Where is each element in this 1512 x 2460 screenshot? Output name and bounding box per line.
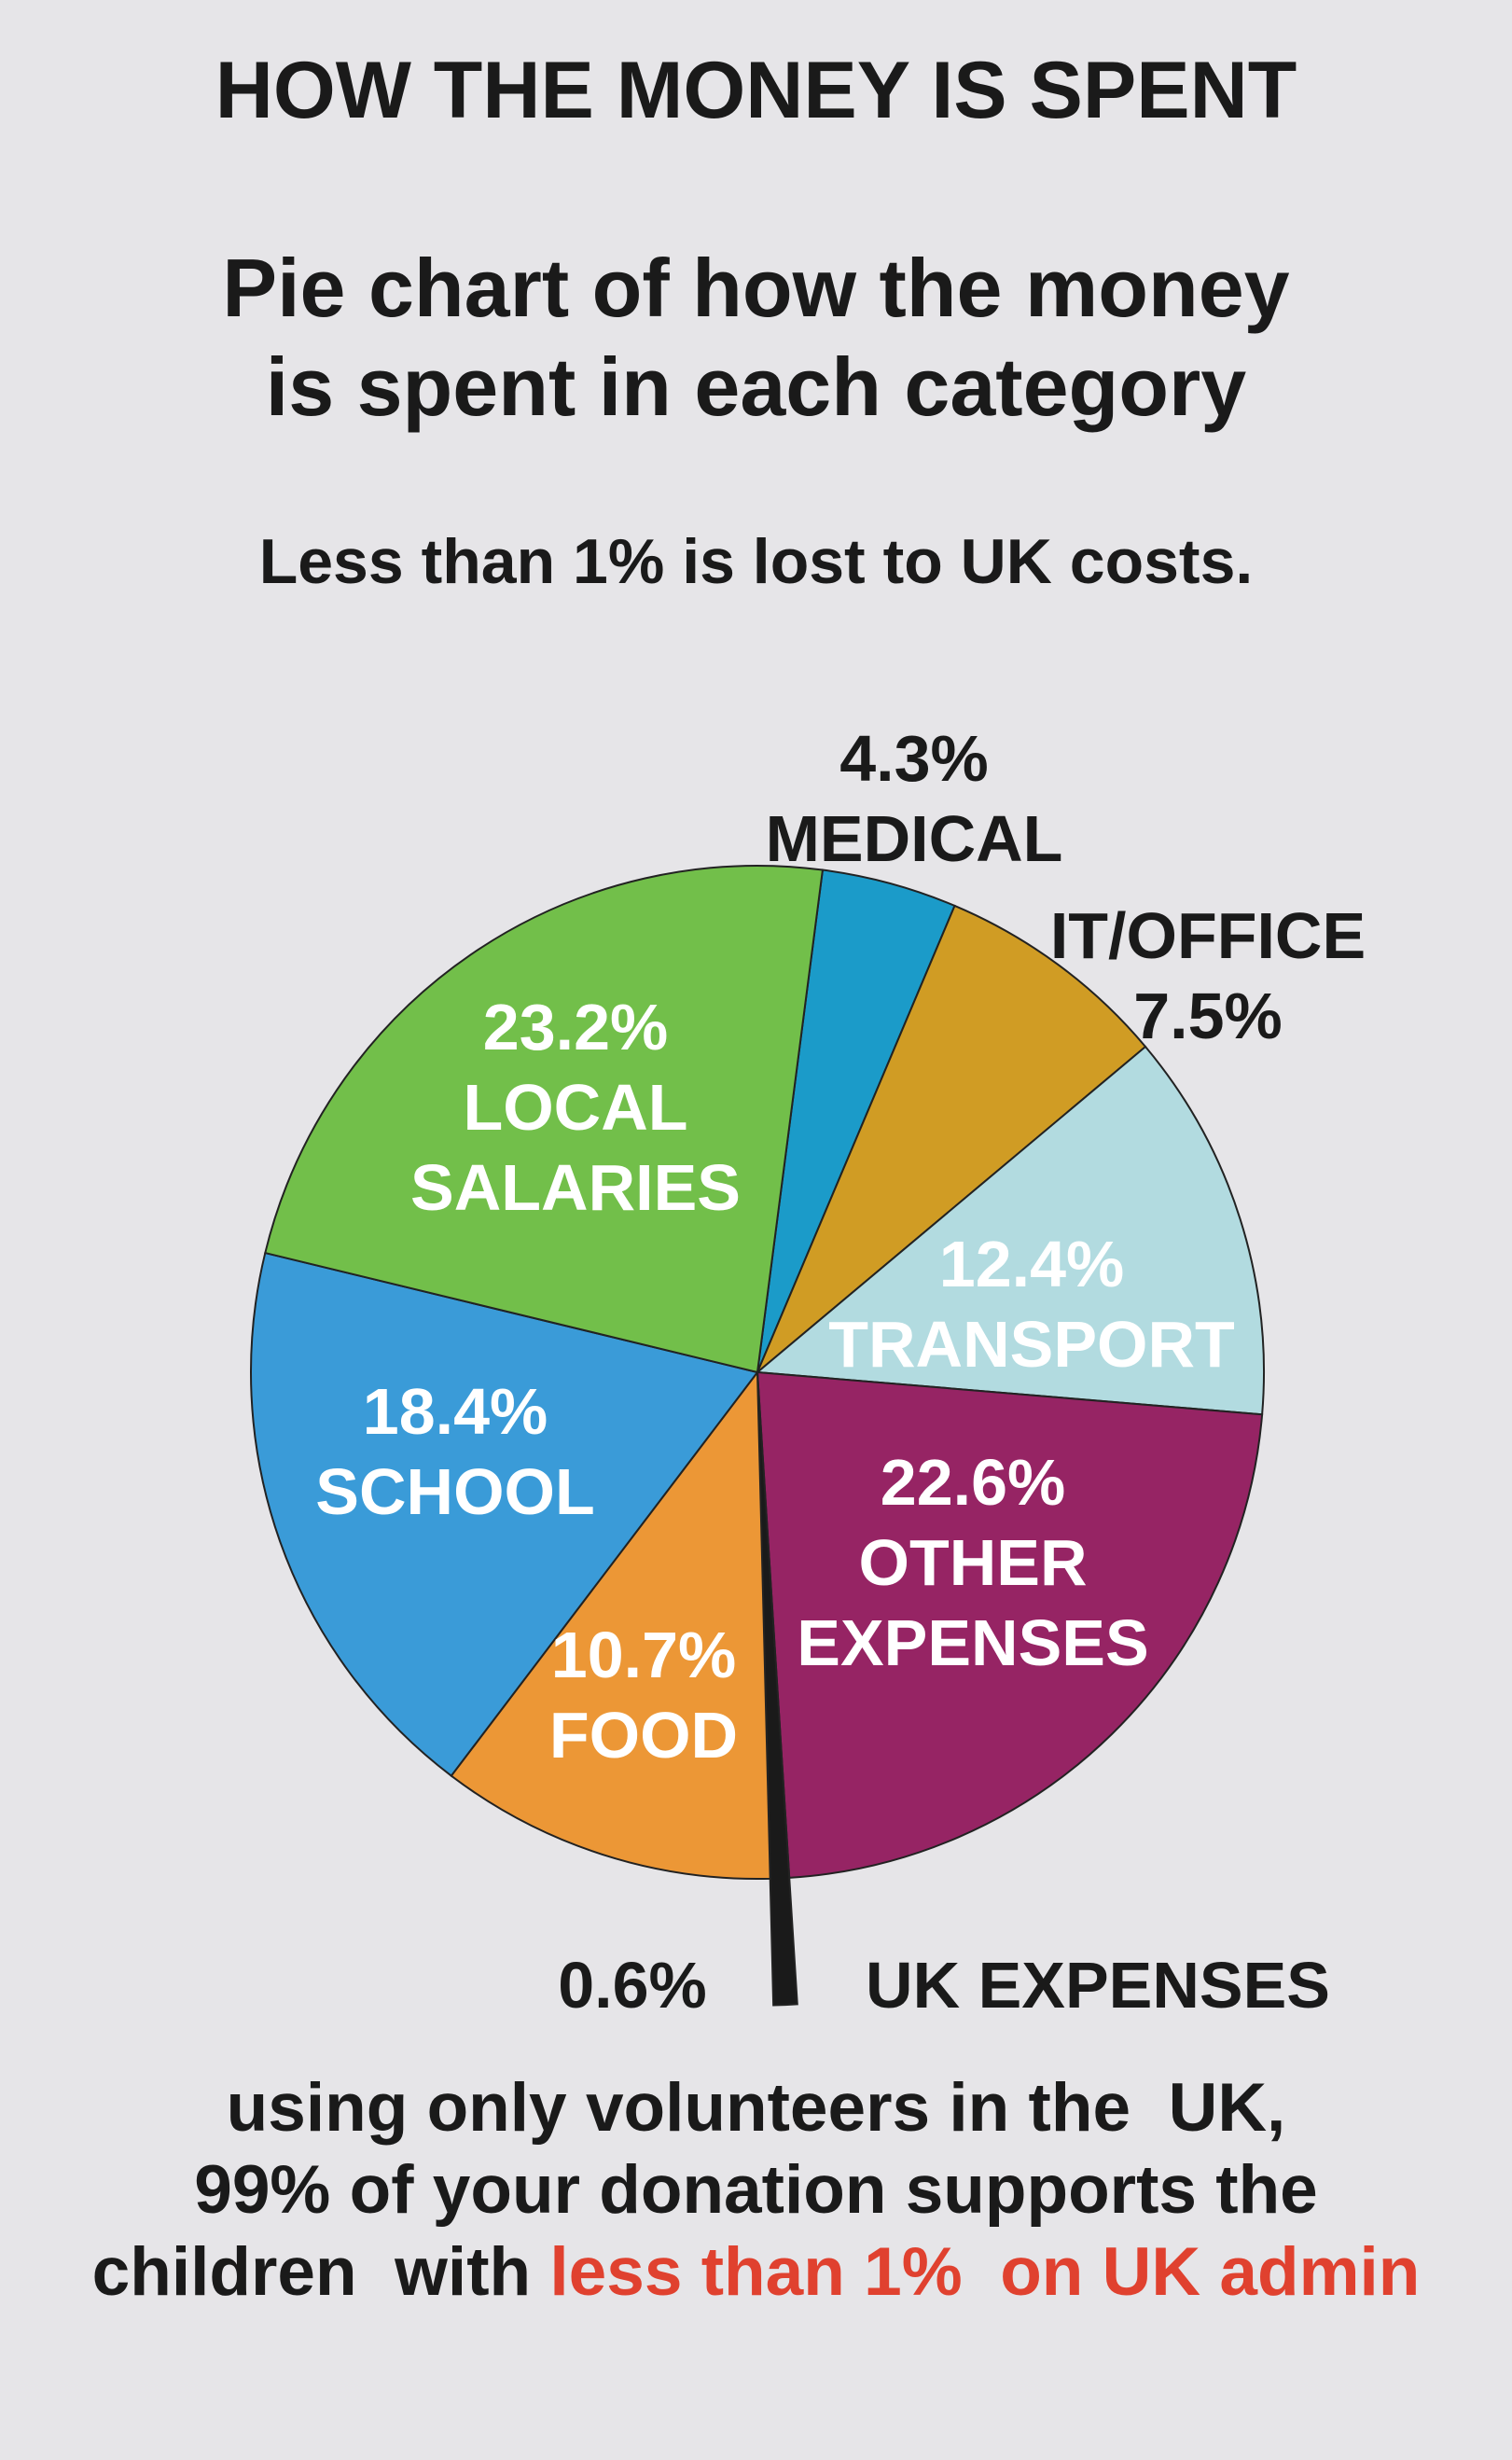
- slice-label: UK EXPENSES: [866, 1949, 1330, 2022]
- subtitle: is spent in each category: [265, 341, 1247, 433]
- chart-title: HOW THE MONEY IS SPENT: [215, 46, 1297, 135]
- subtitle: Pie chart of how the money: [222, 242, 1290, 334]
- slice-label: LOCAL SALARIES: [410, 1071, 741, 1224]
- value-label: 4.3%: [839, 722, 989, 795]
- value-label: 18.4%: [362, 1375, 548, 1448]
- footer-line: using only volunteers in the UK,: [226, 2070, 1286, 2146]
- value-label: 22.6%: [880, 1446, 1066, 1519]
- slice-label: MEDICAL: [765, 802, 1063, 875]
- slice-label: IT/OFFICE: [1049, 899, 1366, 972]
- note: Less than 1% is lost to UK costs.: [258, 526, 1254, 597]
- value-label: 0.6%: [558, 1949, 707, 2022]
- pie-slice: [756, 1371, 798, 2007]
- slice-label: SCHOOL: [315, 1455, 595, 1528]
- value-label: 7.5%: [1133, 980, 1283, 1052]
- footer-line: 99% of your donation supports the: [194, 2152, 1318, 2228]
- footer-highlight: less than 1% on UK admin: [549, 2234, 1421, 2310]
- value-label: 23.2%: [482, 991, 669, 1063]
- pie-slice: [755, 1045, 1265, 1416]
- slice-label: OTHER EXPENSES: [797, 1526, 1149, 1679]
- footer-text: children with: [91, 2234, 550, 2310]
- value-label: 12.4%: [938, 1228, 1125, 1300]
- value-label: 10.7%: [550, 1619, 737, 1691]
- footer-line: children with less than 1% on UK admin: [0, 2233, 1512, 2311]
- pie-slice: [756, 1370, 1264, 1879]
- pie-slice: [756, 904, 1147, 1373]
- pie-slice: [450, 1369, 771, 1880]
- pie-slice: [264, 865, 825, 1374]
- pie-slice: [250, 1251, 759, 1777]
- slice-label: TRANSPORT: [828, 1308, 1235, 1381]
- slice-label: FOOD: [548, 1699, 739, 1772]
